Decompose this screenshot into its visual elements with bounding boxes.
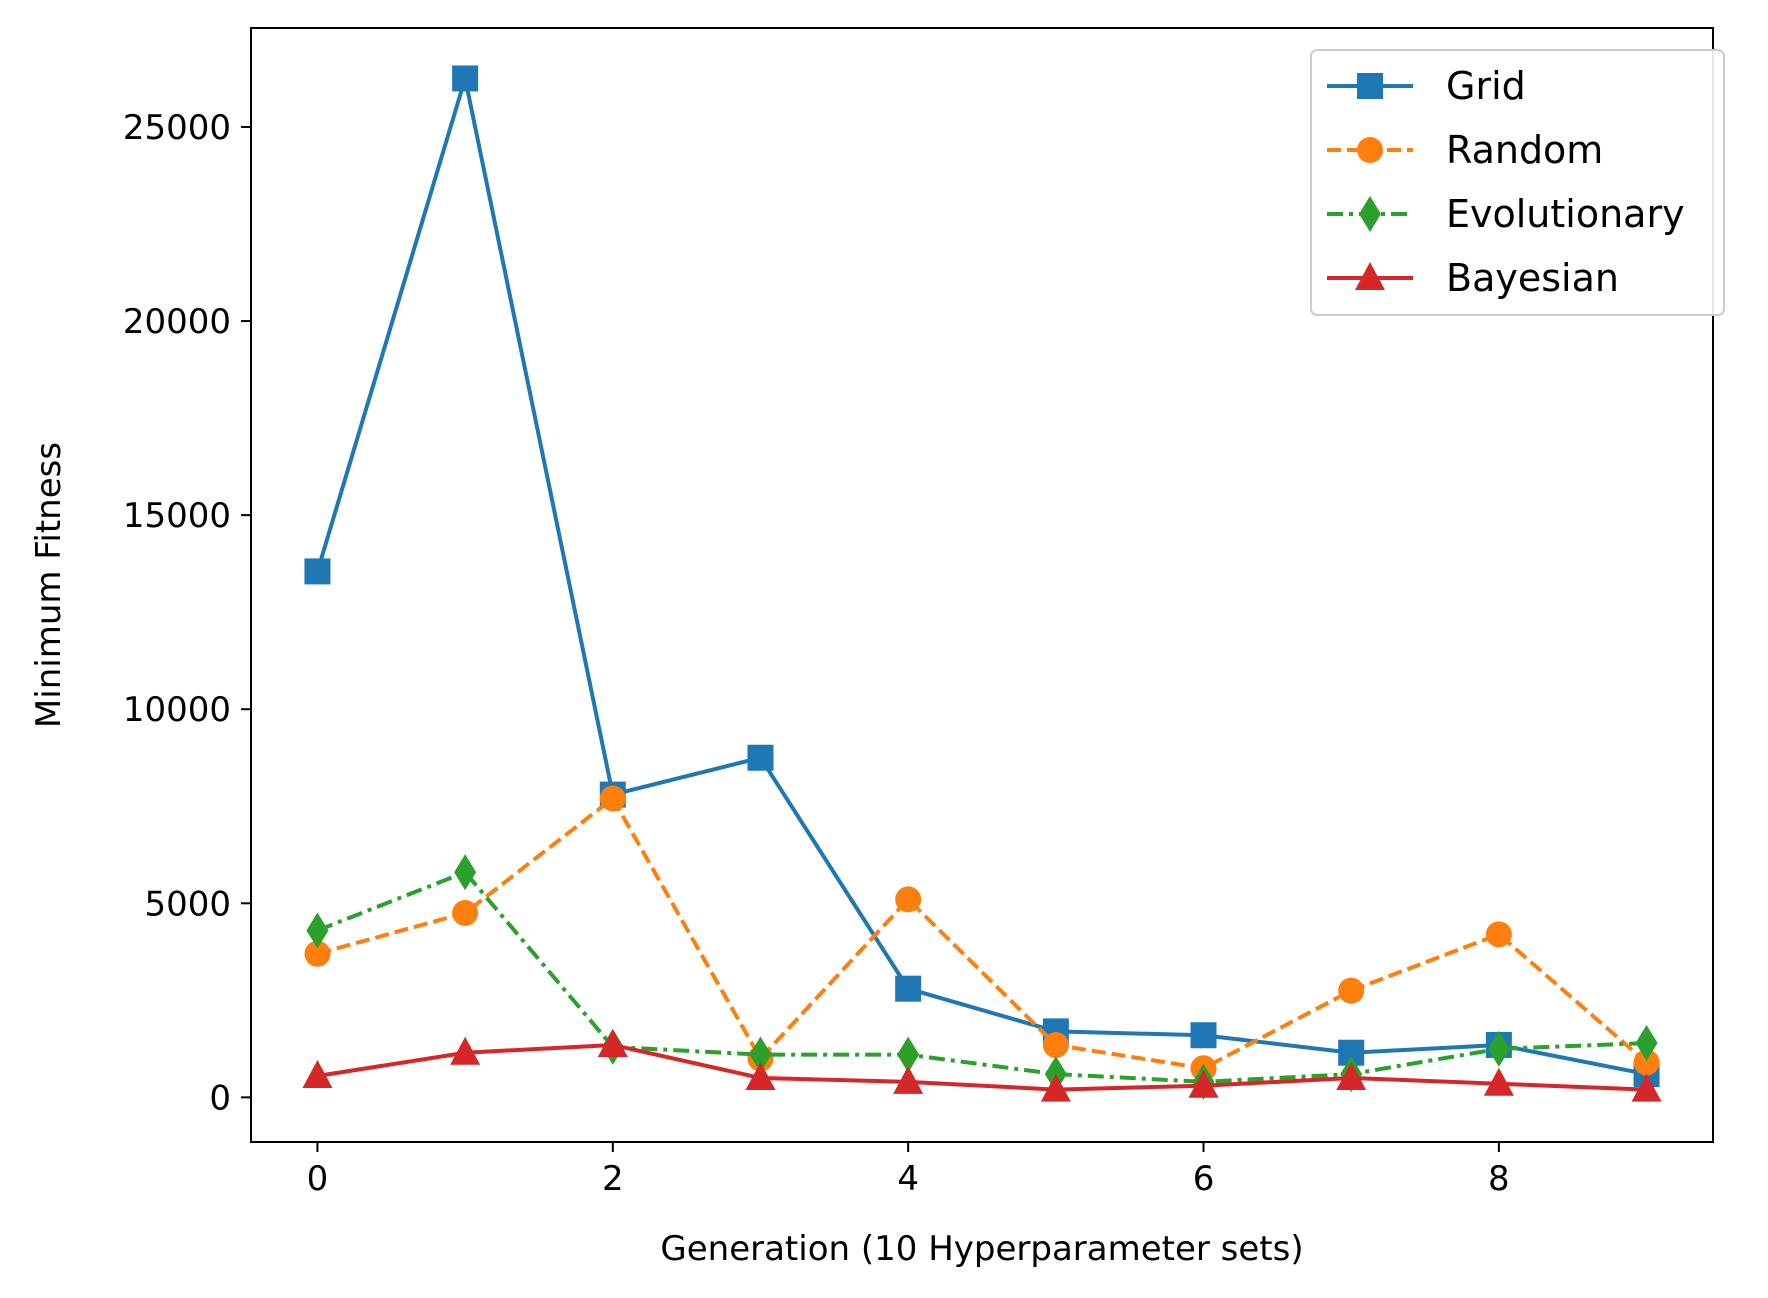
x-tick-label: 2 xyxy=(602,1159,624,1199)
series-random xyxy=(304,785,1660,1082)
data-point-random xyxy=(304,940,331,967)
data-point-bayesian xyxy=(1336,1061,1367,1090)
y-tick-label: 0 xyxy=(209,1078,231,1118)
series-line-bayesian xyxy=(317,1042,1647,1092)
plot-area xyxy=(302,65,1662,1102)
data-point-evolutionary xyxy=(897,1036,920,1073)
x-axis: 0 2 4 6 8 xyxy=(307,1142,1510,1199)
legend-marker-grid xyxy=(1357,73,1383,99)
y-tick-label: 5000 xyxy=(144,884,231,924)
data-point-bayesian xyxy=(302,1060,333,1089)
data-point-evolutionary xyxy=(454,854,477,891)
x-tick-label: 8 xyxy=(1488,1159,1510,1199)
series-line-grid xyxy=(315,76,1647,1077)
legend-label-random: Random xyxy=(1446,128,1603,172)
data-point-random xyxy=(895,886,922,913)
legend-entry-bayesian: Bayesian xyxy=(1327,256,1619,300)
data-point-evolutionary xyxy=(1487,1030,1510,1067)
data-point-grid xyxy=(452,65,479,92)
data-point-random xyxy=(1633,1049,1660,1076)
legend-marker-bayesian xyxy=(1355,262,1385,290)
legend-entry-grid: Grid xyxy=(1327,64,1526,108)
plot-frame xyxy=(250,27,1714,1143)
data-point-grid xyxy=(1190,1022,1217,1049)
series-line-random xyxy=(316,796,1648,1071)
y-tick-label: 20000 xyxy=(123,302,231,342)
data-point-grid xyxy=(304,558,331,585)
legend: Grid Random Evolutionary Bayesian xyxy=(1310,49,1725,316)
data-point-bayesian xyxy=(745,1061,776,1090)
data-point-bayesian xyxy=(893,1065,924,1094)
data-point-bayesian xyxy=(450,1036,481,1065)
legend-entry-random: Random xyxy=(1327,128,1603,172)
data-point-random xyxy=(1485,921,1512,948)
legend-marker-evolutionary xyxy=(1359,196,1381,232)
data-point-bayesian xyxy=(597,1028,628,1057)
data-point-random xyxy=(1042,1031,1069,1058)
legend-marker-random xyxy=(1357,137,1383,163)
y-axis: 0 5000 10000 15000 20000 25000 xyxy=(123,108,251,1118)
legend-box xyxy=(1310,49,1725,316)
x-tick-label: 0 xyxy=(307,1159,329,1199)
data-point-evolutionary xyxy=(1635,1025,1658,1062)
legend-entry-evolutionary: Evolutionary xyxy=(1327,192,1685,236)
data-point-evolutionary xyxy=(749,1036,772,1073)
data-point-random xyxy=(452,899,479,926)
legend-label-bayesian: Bayesian xyxy=(1446,256,1619,300)
x-tick-label: 4 xyxy=(897,1159,919,1199)
legend-label-grid: Grid xyxy=(1446,64,1526,108)
data-point-grid xyxy=(747,744,774,771)
data-point-grid xyxy=(895,975,922,1002)
legend-label-evolutionary: Evolutionary xyxy=(1446,192,1685,236)
data-point-bayesian xyxy=(1040,1073,1071,1102)
data-point-evolutionary xyxy=(306,912,329,949)
x-axis-label: Generation (10 Hyperparameter sets) xyxy=(660,1229,1303,1269)
data-point-bayesian xyxy=(1188,1069,1219,1098)
data-point-bayesian xyxy=(1483,1067,1514,1096)
x-tick-label: 6 xyxy=(1193,1159,1215,1199)
data-point-bayesian xyxy=(1631,1073,1662,1102)
data-point-random xyxy=(599,785,626,812)
data-point-random xyxy=(1338,977,1365,1004)
series-bayesian xyxy=(302,1028,1662,1102)
y-tick-label: 15000 xyxy=(123,496,231,536)
y-tick-label: 25000 xyxy=(123,108,231,148)
y-tick-label: 10000 xyxy=(123,690,231,730)
y-axis-label: Minimum Fitness xyxy=(29,442,69,728)
